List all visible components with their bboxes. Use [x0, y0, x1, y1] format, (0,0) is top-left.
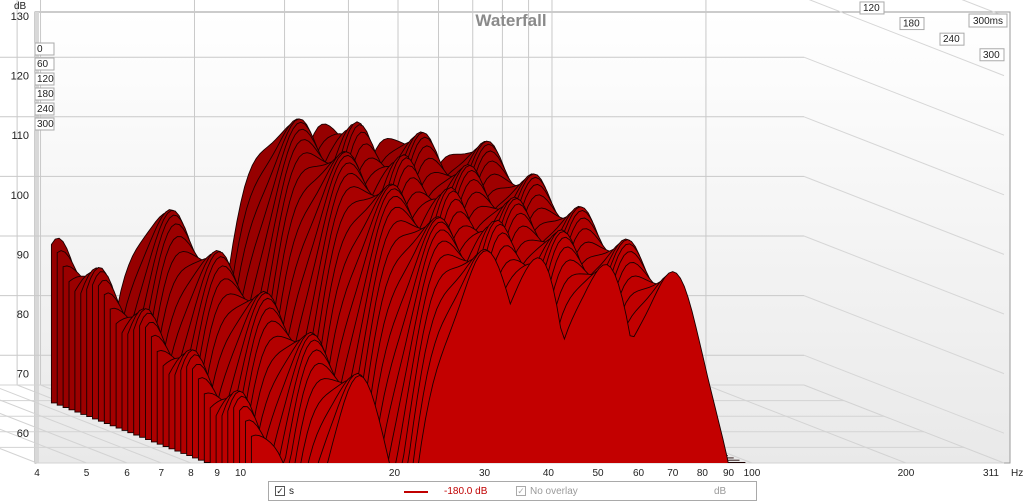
y-axis-label: dB	[14, 1, 27, 12]
time-tick-label-left: 60	[37, 59, 49, 70]
legend-unit: dB	[714, 486, 727, 497]
x-tick-label: 40	[543, 468, 555, 479]
x-tick-label: 60	[633, 468, 645, 479]
x-tick-label: 200	[898, 468, 915, 479]
x-tick-label: 6	[124, 468, 130, 479]
y-tick-label: 130	[11, 11, 29, 23]
x-tick-label: 50	[592, 468, 604, 479]
legend-bar: ✓ s -180.0 dB ✓ No overlay dB	[268, 481, 757, 501]
time-end-label-box: 300ms	[968, 13, 1008, 28]
y-axis-ticks: 60 70 80 90 100 110 120 130	[11, 11, 29, 440]
x-tick-label: 80	[697, 468, 709, 479]
time-tick-label-left: 120	[37, 74, 54, 85]
y-tick-label: 90	[17, 249, 29, 261]
y-tick-label: 70	[17, 369, 29, 381]
overlay-label: No overlay	[530, 486, 578, 497]
plot-left-edge	[35, 12, 39, 463]
chart-title: Waterfall	[475, 11, 546, 30]
time-end-label: 300ms	[973, 16, 1003, 27]
series-line-swatch	[404, 491, 428, 493]
x-tick-label: 20	[389, 468, 401, 479]
x-tick-label: 90	[723, 468, 735, 479]
series-label: s	[289, 486, 294, 497]
waterfall-slice	[250, 250, 729, 463]
x-axis-ticks: 4 5 6 7 8 9 10 20 30 40 50 60 70 80 90 100 200	[34, 468, 914, 479]
time-tick-label-left: 240	[37, 104, 54, 115]
y-tick-label: 100	[11, 190, 29, 202]
time-tick-label-left: 300	[37, 119, 54, 130]
time-tick-label-left: 180	[37, 89, 54, 100]
time-tick-label-left: 0	[37, 44, 43, 55]
level-readout: -180.0 dB	[444, 486, 488, 497]
series-checkbox[interactable]: ✓	[275, 486, 285, 496]
x-tick-label: 10	[235, 468, 247, 479]
overlay-checkbox[interactable]: ✓	[516, 486, 526, 496]
time-tick-label-right: 300	[983, 50, 1000, 61]
y-tick-label: 110	[11, 130, 29, 142]
time-tick-label-right: 240	[943, 34, 960, 45]
x-tick-label: 8	[188, 468, 194, 479]
x-tick-label: 7	[159, 468, 165, 479]
x-tick-label: 70	[667, 468, 679, 479]
y-tick-label: 120	[11, 71, 29, 83]
x-end-label: 311	[983, 468, 999, 479]
x-tick-label: 100	[744, 468, 761, 479]
x-tick-label: 5	[84, 468, 90, 479]
x-unit-label: Hz	[1011, 468, 1023, 479]
waterfall-slices	[50, 118, 746, 463]
y-tick-label: 80	[17, 309, 29, 321]
time-axis-ticks: 006060120120180180240240300300	[34, 1, 1005, 131]
time-tick-label-right: 180	[903, 19, 920, 30]
x-tick-label: 30	[479, 468, 491, 479]
x-tick-label: 4	[34, 468, 40, 479]
y-tick-label: 60	[17, 428, 29, 440]
x-tick-label: 9	[214, 468, 220, 479]
time-tick-label-right: 120	[863, 3, 880, 14]
